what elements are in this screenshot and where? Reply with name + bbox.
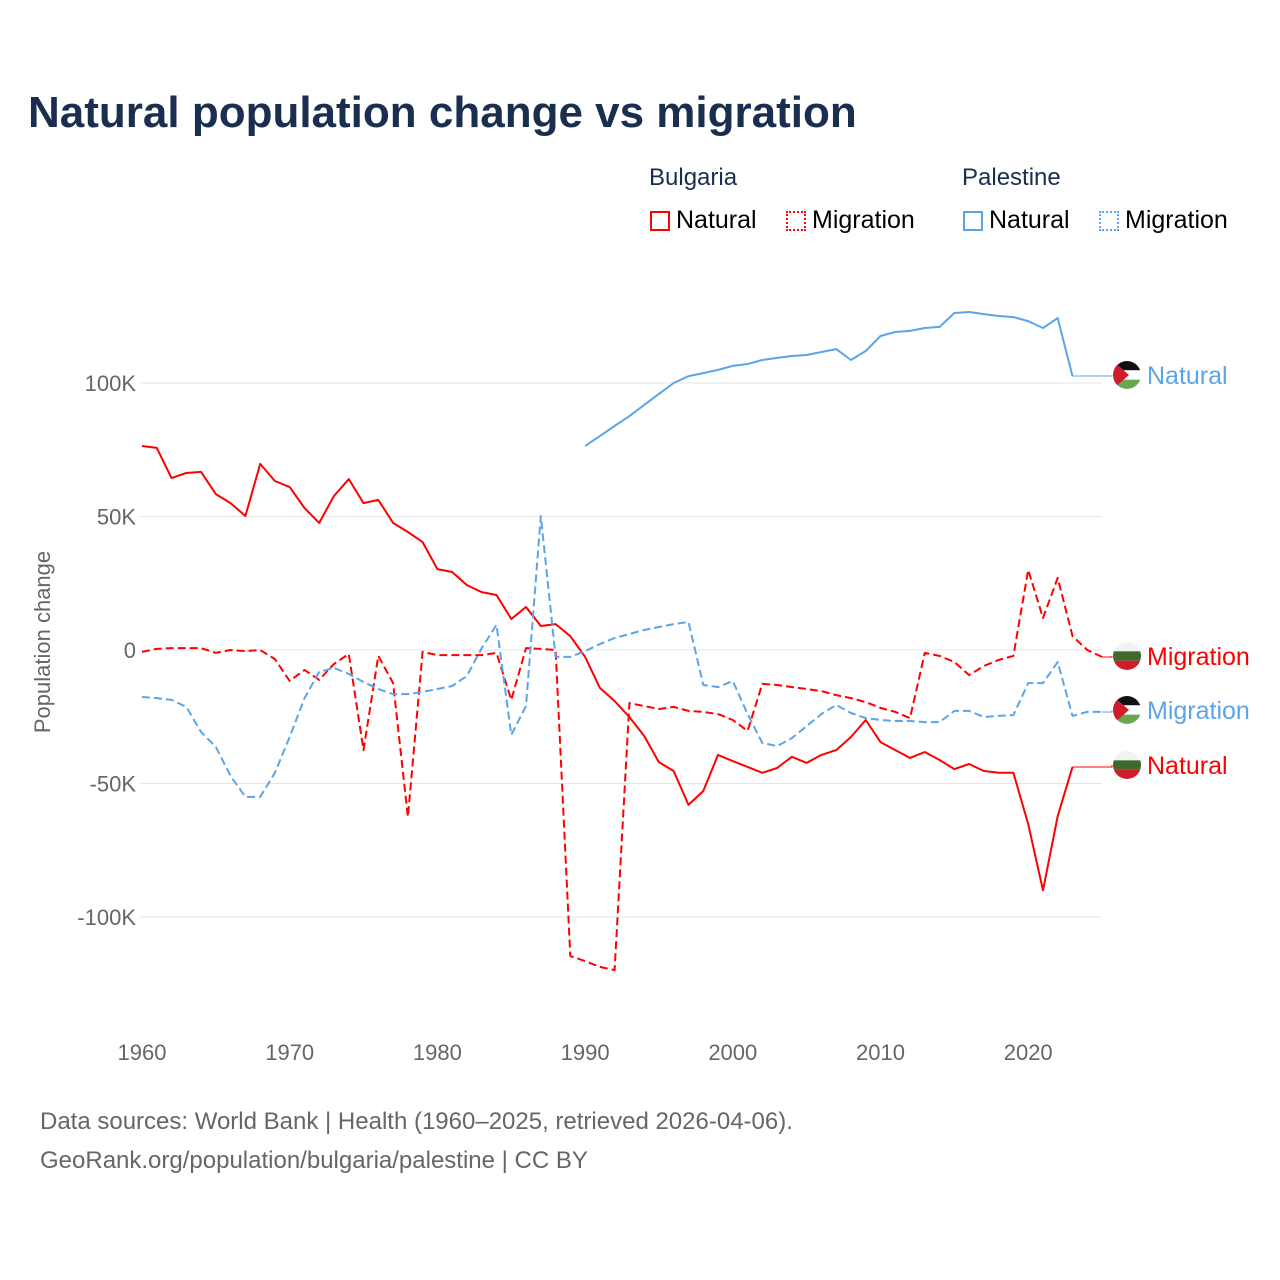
label-connector — [1072, 765, 1113, 768]
flag-stripe — [1113, 751, 1141, 761]
y-tick-label: -100K — [77, 905, 136, 930]
flag-stripe — [1113, 651, 1141, 661]
legend-swatch — [1099, 210, 1119, 231]
end-label: Natural — [1147, 362, 1228, 390]
x-tick-label: 2020 — [1004, 1040, 1053, 1065]
series-line-palestine-natural — [584, 311, 1074, 447]
legend-group-bulgaria: Bulgaria — [649, 164, 738, 191]
x-tick-label: 1970 — [265, 1040, 314, 1065]
y-tick-label: 100K — [85, 371, 137, 396]
legend-group-palestine: Palestine — [962, 164, 1061, 191]
series-line-bulgaria-migration — [141, 568, 1103, 972]
flag-triangle — [1113, 361, 1129, 389]
flag-stripe — [1113, 642, 1141, 652]
flag-stripe — [1113, 760, 1141, 770]
flag-body — [1113, 751, 1141, 779]
x-tick-label: 1980 — [413, 1040, 462, 1065]
footer-attribution: GeoRank.org/population/bulgaria/palestin… — [40, 1147, 588, 1174]
label-connector — [1072, 375, 1113, 377]
series-line-palestine-migration — [141, 515, 1102, 798]
bulgaria-flag-icon — [1113, 642, 1141, 670]
y-tick-label: 50K — [97, 505, 136, 530]
flag-stripe — [1113, 714, 1141, 724]
legend-label: Migration — [1125, 206, 1228, 234]
legend-swatch — [963, 210, 983, 231]
legend-bulgaria-migration[interactable]: Migration — [786, 206, 915, 235]
flag-body — [1113, 361, 1141, 389]
legend-label: Natural — [676, 206, 757, 234]
label-connector — [1102, 656, 1113, 658]
flag-body — [1113, 696, 1141, 724]
end-label: Migration — [1147, 697, 1250, 725]
legend-bulgaria-natural[interactable]: Natural — [650, 206, 757, 235]
flag-body — [1113, 642, 1141, 670]
x-tick-label: 2000 — [708, 1040, 757, 1065]
legend-label: Migration — [812, 206, 915, 234]
flag-stripe — [1113, 379, 1141, 389]
series-line-bulgaria-natural — [141, 445, 1074, 892]
legend-palestine-natural[interactable]: Natural — [963, 206, 1070, 235]
legend-palestine-migration[interactable]: Migration — [1099, 206, 1228, 235]
y-tick-label: 0 — [124, 638, 136, 663]
y-tick-label: -50K — [90, 772, 137, 797]
palestine-flag-icon — [1113, 361, 1141, 389]
end-label: Migration — [1147, 643, 1250, 671]
legend-label: Natural — [989, 206, 1070, 234]
x-tick-label: 2010 — [856, 1040, 905, 1065]
x-tick-label: 1960 — [118, 1040, 167, 1065]
flag-stripe — [1113, 361, 1141, 371]
x-tick-label: 1990 — [561, 1040, 610, 1065]
flag-stripe — [1113, 696, 1141, 706]
legend-swatch — [786, 210, 806, 231]
flag-stripe — [1113, 769, 1141, 779]
y-axis-label: Population change — [30, 551, 55, 733]
legend-swatch — [650, 210, 670, 231]
footer-sources: Data sources: World Bank | Health (1960–… — [40, 1108, 793, 1135]
end-label: Natural — [1147, 752, 1228, 780]
chart-title: Natural population change vs migration — [28, 88, 857, 137]
flag-triangle — [1113, 696, 1129, 724]
bulgaria-flag-icon — [1113, 751, 1141, 779]
palestine-flag-icon — [1113, 696, 1141, 724]
label-connector — [1102, 710, 1113, 713]
flag-stripe — [1113, 660, 1141, 670]
